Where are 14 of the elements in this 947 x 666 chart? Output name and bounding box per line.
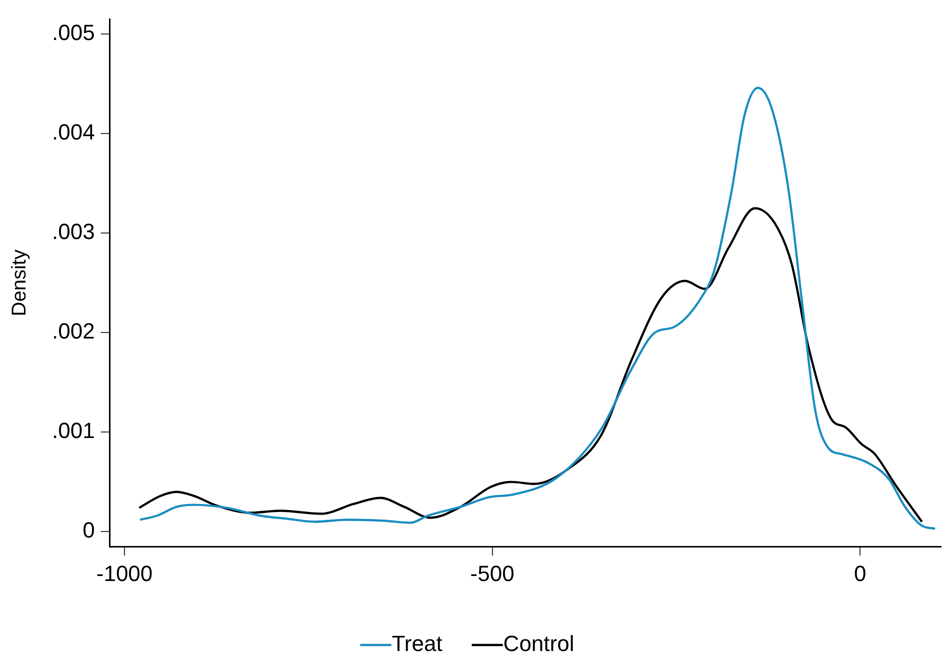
- y-tick-label: .001: [52, 418, 95, 444]
- y-tick-label: .003: [52, 219, 95, 244]
- y-tick-label: .005: [52, 20, 95, 46]
- x-tick-label: -1000: [96, 560, 153, 586]
- line-series: [138, 86, 936, 530]
- y-axis-title: Density: [8, 250, 31, 316]
- y-tick-label: 0: [82, 518, 95, 543]
- x-tick-label: -500: [470, 560, 514, 586]
- legend-label: Treat: [392, 631, 442, 656]
- line-series: [138, 207, 923, 523]
- x-tick-label: 0: [854, 560, 866, 586]
- y-tick-label: .002: [52, 318, 95, 344]
- legend-label: Control: [503, 631, 574, 656]
- y-tick-label: .004: [52, 120, 95, 145]
